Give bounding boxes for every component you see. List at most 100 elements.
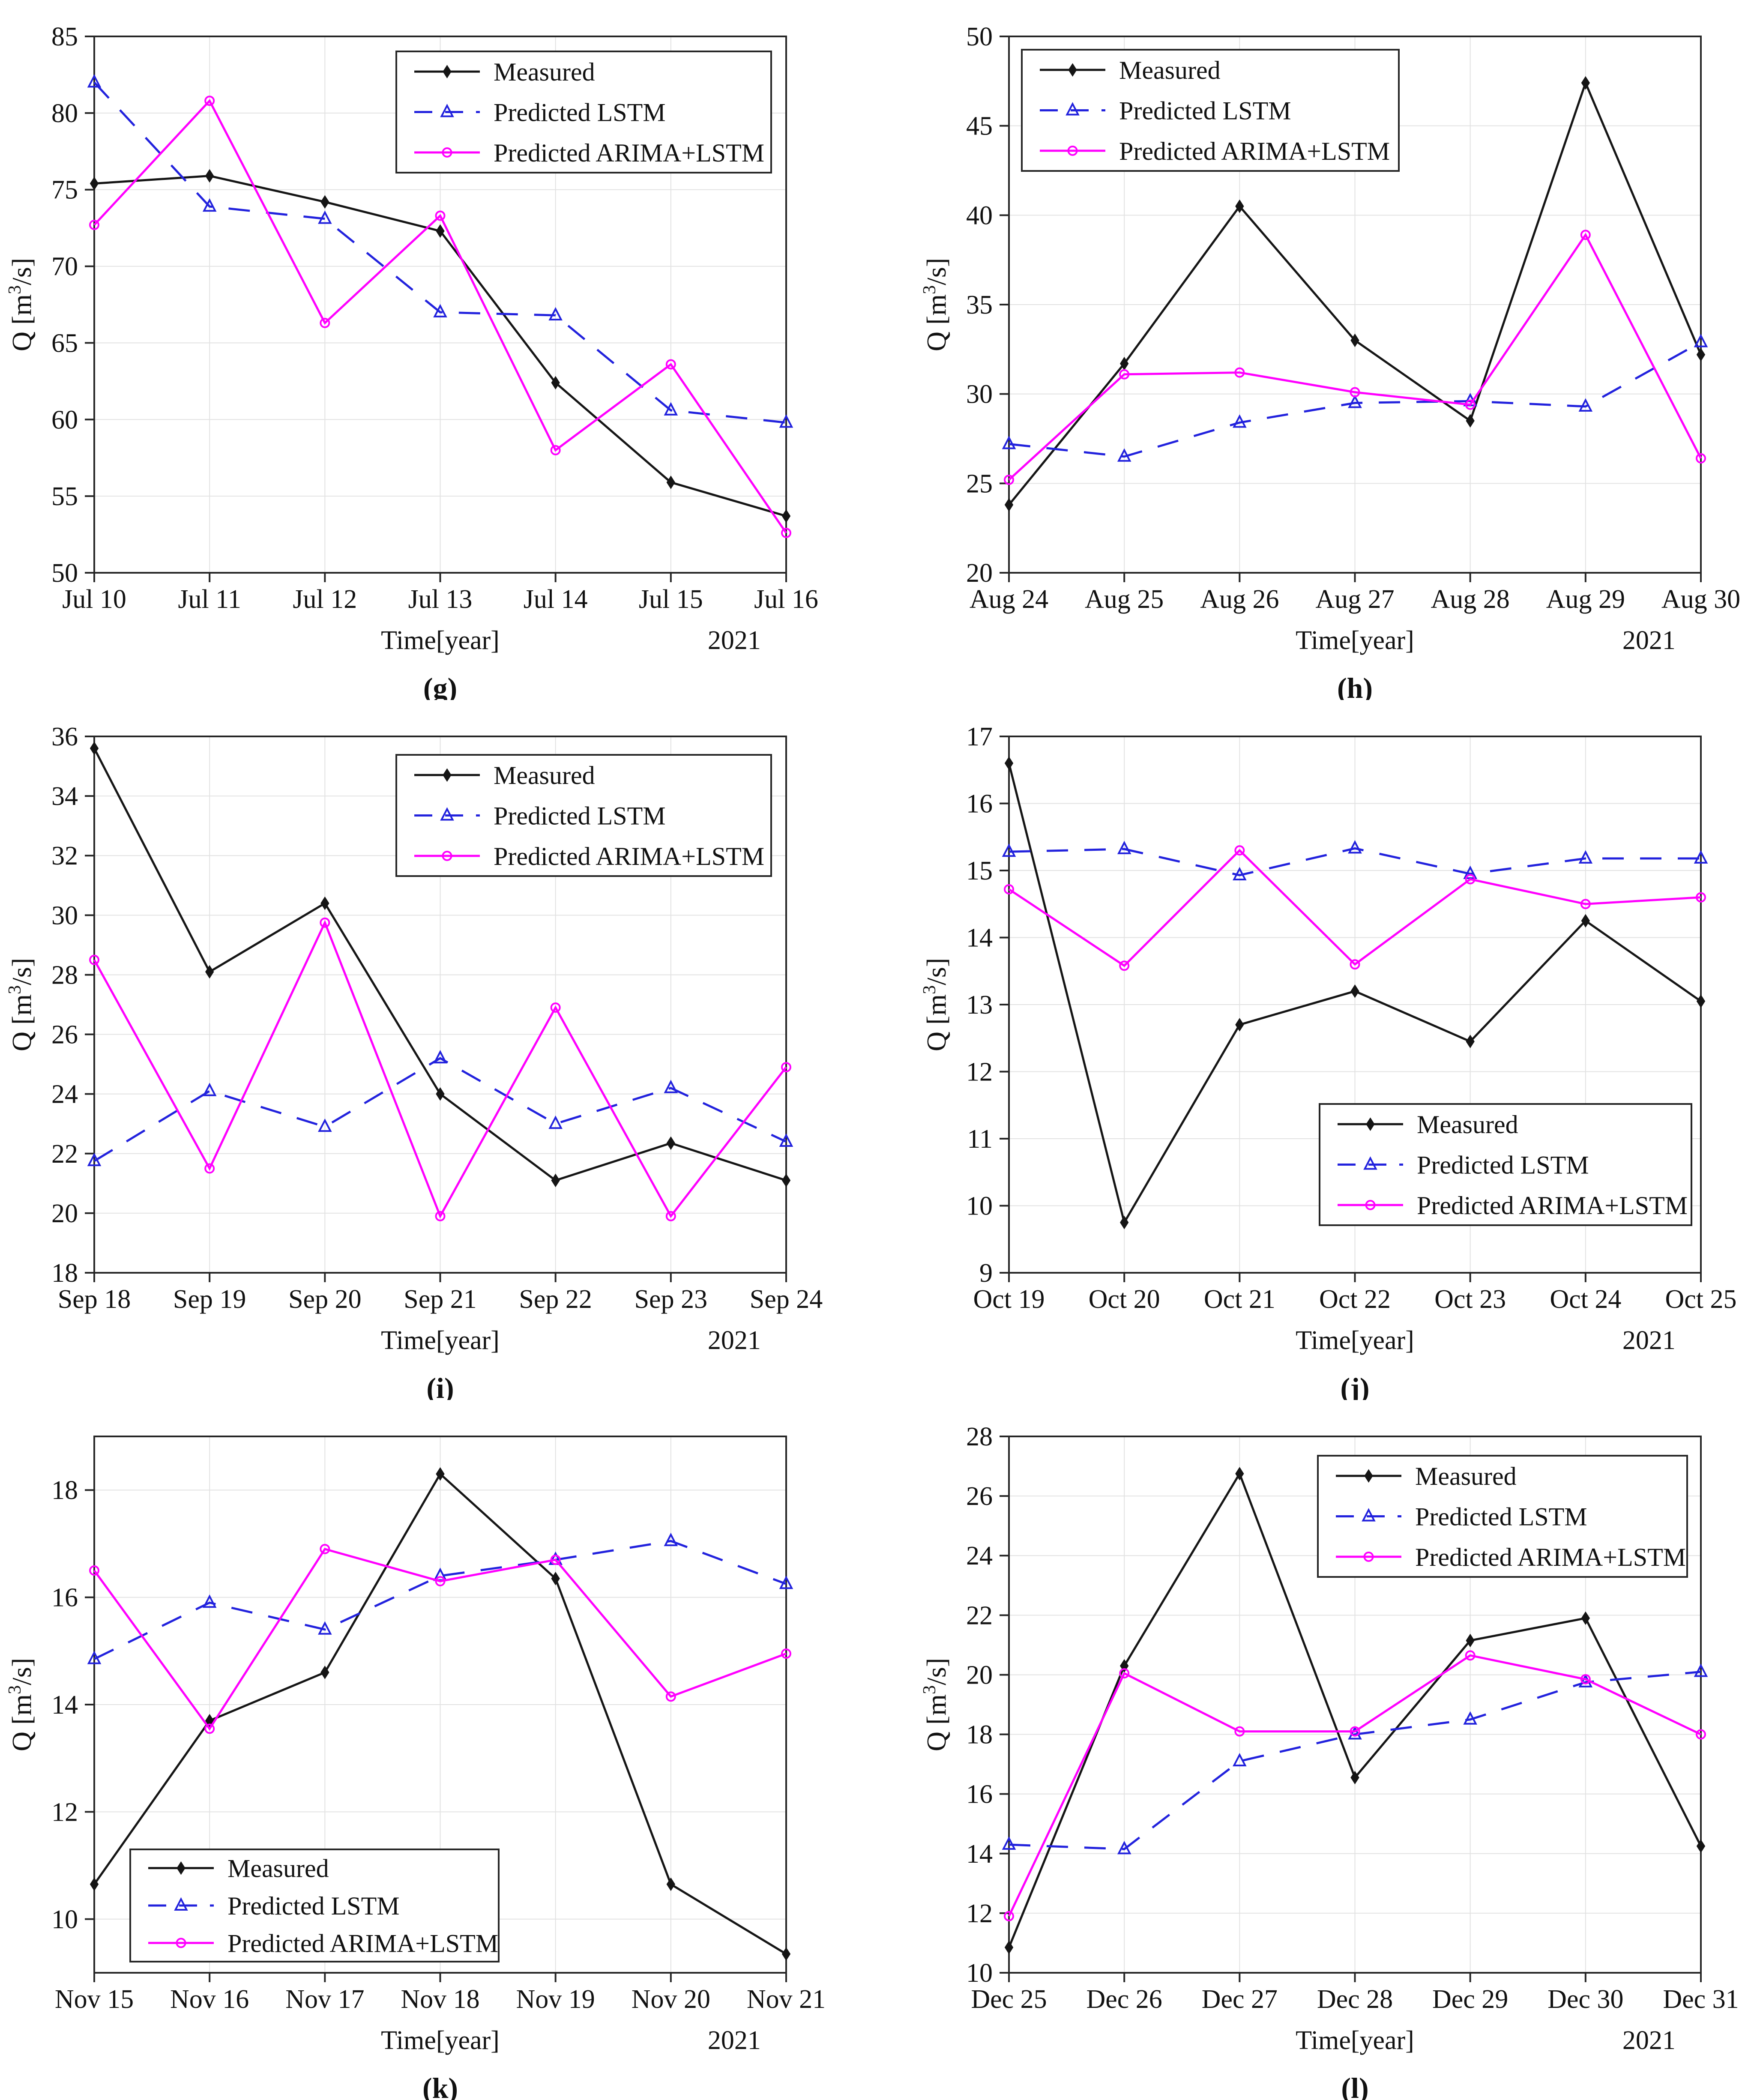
x-tick-label: Dec 28 (1317, 1985, 1393, 2014)
legend-sample-marker (174, 1897, 188, 1911)
chart-svg-l: 10 12 14 16 18 20 22 24 26 28 Dec 25 Dec 26 Dec 27 De… (920, 1422, 1739, 2100)
subplot-letter: (l) (1341, 2072, 1368, 2100)
lstm-marker (87, 1152, 102, 1167)
y-tick-label: 28 (51, 960, 78, 990)
x-tick-label: Nov 19 (516, 1985, 595, 2014)
subplot-letter: (g) (423, 672, 457, 700)
y-tick-label: 18 (51, 1259, 78, 1288)
lstm-marker (1117, 448, 1131, 462)
measured-marker (666, 1877, 676, 1891)
year-label: 2021 (1622, 2026, 1676, 2055)
legend-sample-marker (177, 1861, 186, 1875)
x-tick-label: Jul 15 (639, 585, 703, 614)
y-tick-label: 13 (966, 990, 993, 1020)
arima-marker (781, 1648, 791, 1659)
arima-marker (1004, 474, 1014, 485)
lstm-marker (1002, 1836, 1016, 1850)
measured-marker (1466, 1035, 1475, 1048)
chart-i: 18 20 22 24 26 28 30 32 34 36 Sep 18 Sep 19 Sep 20 Se… (0, 700, 874, 1400)
x-tick-label: Jul 12 (293, 585, 357, 614)
x-tick-label: Sep 19 (173, 1285, 246, 1314)
legend-sample-marker (440, 807, 454, 821)
y-tick-label: 60 (51, 405, 78, 434)
x-tick-label: Oct 23 (1434, 1285, 1506, 1314)
arima-marker (1119, 369, 1130, 380)
arima-marker (1696, 1729, 1706, 1740)
legend-sample-marker (1363, 1156, 1377, 1170)
measured-marker (205, 1714, 214, 1728)
measured-marker (551, 1173, 560, 1188)
y-axis-label: Q [m3/s] (920, 1658, 952, 1751)
y-tick-label: 30 (966, 380, 993, 409)
measured-marker (551, 1571, 560, 1585)
lstm-marker (1233, 1753, 1247, 1767)
x-axis-label: Time[year] (381, 626, 500, 655)
arima-marker (435, 1211, 446, 1221)
y-tick-label: 26 (966, 1482, 993, 1511)
lstm-marker (318, 1118, 332, 1132)
x-tick-label: Aug 25 (1085, 585, 1164, 614)
series-arima-line (1008, 849, 1701, 967)
measured-marker (320, 896, 329, 910)
lstm-marker (202, 1594, 217, 1608)
arima-marker (89, 1565, 99, 1576)
chart-h: 20 25 30 35 40 45 50 Aug 24 Aug 25 Aug 26 Aug 27 Au… (874, 0, 1748, 700)
lstm-marker (664, 402, 678, 416)
series-lstm-line (1009, 847, 1701, 876)
arima-marker (435, 210, 446, 221)
legend-sample-marker (1068, 63, 1077, 77)
lstm-marker (1578, 398, 1593, 412)
lstm-marker (318, 210, 332, 224)
lstm-marker (548, 1115, 563, 1129)
x-tick-label: Nov 17 (285, 1985, 364, 2014)
legend-label: Predicted LSTM (227, 1892, 400, 1920)
measured-marker (1004, 1941, 1014, 1954)
y-tick-label: 11 (967, 1125, 993, 1154)
x-tick-label: Sep 18 (58, 1285, 131, 1314)
lstm-marker (433, 1050, 447, 1064)
lstm-marker (779, 414, 793, 428)
legend-label: Measured (494, 761, 595, 790)
series-arima-line (1008, 233, 1702, 481)
legend-sample-marker (1364, 1469, 1373, 1483)
measured-marker (1581, 1611, 1590, 1625)
x-tick-label: Nov 16 (170, 1985, 249, 2014)
measured-marker (1696, 1839, 1706, 1853)
series-lstm-line (93, 81, 787, 424)
x-tick-label: Jul 10 (62, 585, 126, 614)
y-tick-label: 35 (966, 290, 993, 320)
arima-marker (1234, 1726, 1245, 1737)
legend-sample-marker (440, 104, 454, 117)
y-axis-label: Q [m3/s] (5, 1658, 37, 1751)
y-tick-label: 30 (51, 901, 78, 930)
chart-j: 9 10 11 12 13 14 15 16 17 Oct 19 Oct 20 Oct 21 Oct 2… (874, 700, 1748, 1400)
x-tick-label: Oct 21 (1204, 1285, 1275, 1314)
arima-marker (665, 1211, 676, 1221)
legend-sample-marker (1067, 145, 1078, 156)
year-label: 2021 (1622, 626, 1676, 655)
series-lstm-line (1009, 1670, 1701, 1850)
legend-label: Measured (494, 58, 595, 86)
series-arima-line (93, 920, 787, 1219)
arima-marker (1696, 453, 1706, 464)
x-axis-label: Time[year] (381, 2026, 500, 2055)
arima-marker (1234, 845, 1245, 856)
arima-marker (1350, 387, 1360, 398)
arima-marker (1119, 960, 1130, 971)
measured-marker (1235, 1018, 1244, 1032)
y-axis-label: Q [m3/s] (5, 258, 37, 351)
measured-marker (90, 176, 99, 191)
y-tick-label: 50 (966, 22, 993, 51)
measured-marker (666, 476, 676, 489)
lstm-marker (1117, 1841, 1131, 1855)
arima-marker (435, 1576, 446, 1587)
y-tick-label: 18 (966, 1720, 993, 1750)
y-tick-label: 17 (966, 722, 993, 751)
x-axis-label: Time[year] (1296, 2026, 1414, 2055)
x-tick-label: Oct 25 (1665, 1285, 1736, 1314)
legend-sample-marker (1362, 1508, 1376, 1522)
arima-marker (1696, 892, 1706, 903)
lstm-marker (1002, 436, 1016, 449)
x-tick-label: Aug 30 (1661, 585, 1740, 614)
legend-label: Measured (1119, 56, 1221, 84)
